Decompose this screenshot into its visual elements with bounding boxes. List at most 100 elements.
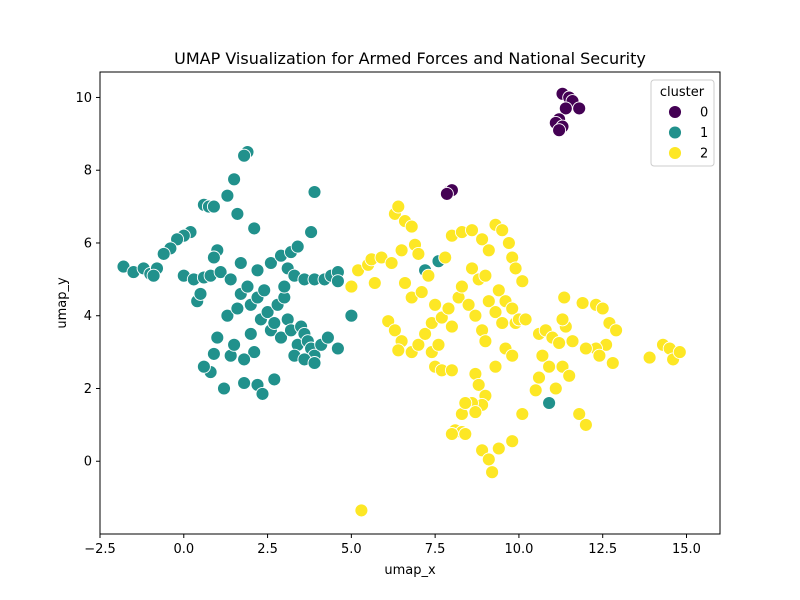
- data-point-cluster-2: [491, 441, 506, 456]
- data-point-cluster-2: [495, 223, 510, 238]
- data-point-cluster-1: [267, 316, 282, 330]
- legend: cluster 0 1 2: [650, 79, 715, 167]
- y-tick-label: 2: [84, 382, 92, 397]
- data-point-cluster-1: [260, 305, 275, 320]
- data-point-cluster-2: [411, 337, 426, 352]
- chart-title: UMAP Visualization for Armed Forces and …: [174, 49, 646, 68]
- data-point-cluster-2: [505, 348, 520, 363]
- data-point-cluster-1: [344, 308, 359, 323]
- data-point-cluster-2: [505, 434, 520, 449]
- data-point-cluster-2: [461, 297, 476, 312]
- data-point-cluster-1: [330, 274, 345, 289]
- data-point-cluster-1: [304, 225, 319, 240]
- data-point-cluster-1: [213, 265, 228, 280]
- data-point-cluster-2: [592, 348, 607, 363]
- data-point-cluster-1: [307, 185, 322, 199]
- data-point-cluster-1: [237, 148, 252, 163]
- data-point-cluster-1: [193, 286, 208, 301]
- data-point-cluster-2: [468, 308, 483, 323]
- data-point-cluster-2: [548, 381, 563, 396]
- data-point-cluster-2: [609, 323, 624, 338]
- data-point-cluster-0: [439, 186, 454, 201]
- data-point-cluster-1: [263, 256, 278, 270]
- data-point-cluster-1: [240, 279, 255, 294]
- data-point-cluster-2: [518, 312, 533, 327]
- legend-marker-cluster-2: [668, 146, 682, 160]
- data-point-cluster-1: [330, 341, 345, 356]
- legend-box: [650, 79, 715, 167]
- data-point-cluster-2: [458, 427, 473, 441]
- data-point-cluster-2: [468, 405, 483, 420]
- data-point-cluster-2: [418, 326, 433, 341]
- y-axis-label: umap_y: [55, 277, 70, 329]
- data-point-cluster-1: [243, 326, 258, 341]
- data-point-cluster-2: [444, 363, 459, 378]
- data-point-cluster-2: [515, 407, 530, 421]
- data-point-cluster-1: [227, 172, 242, 187]
- data-point-cluster-1: [237, 352, 252, 367]
- data-point-cluster-2: [444, 319, 459, 334]
- y-tick-label: 4: [84, 309, 92, 324]
- data-point-cluster-1: [230, 301, 245, 316]
- y-tick-label: 8: [84, 164, 92, 179]
- data-point-cluster-1: [277, 279, 292, 294]
- data-point-cluster-2: [354, 503, 369, 518]
- data-point-cluster-2: [542, 359, 557, 374]
- x-tick-label: 5.0: [341, 542, 362, 557]
- data-point-cluster-2: [481, 294, 496, 309]
- data-point-cluster-1: [146, 268, 161, 283]
- legend-label-cluster-0: 0: [700, 106, 708, 121]
- legend-marker-cluster-0: [668, 105, 682, 119]
- data-point-cluster-1: [223, 272, 238, 287]
- data-point-cluster-2: [431, 337, 446, 352]
- data-points: [116, 86, 687, 518]
- data-point-cluster-1: [210, 330, 225, 345]
- data-point-cluster-2: [505, 301, 520, 316]
- data-point-cluster-0: [552, 123, 567, 138]
- data-point-cluster-2: [465, 261, 479, 276]
- data-point-cluster-1: [257, 283, 272, 298]
- data-point-cluster-2: [532, 370, 546, 385]
- data-point-cluster-2: [605, 356, 620, 370]
- data-point-cluster-2: [515, 274, 530, 289]
- legend-label-cluster-1: 1: [700, 126, 708, 141]
- data-point-cluster-2: [475, 232, 490, 247]
- data-point-cluster-2: [535, 348, 550, 363]
- data-point-cluster-2: [575, 296, 590, 310]
- legend-title: cluster: [660, 85, 705, 100]
- x-tick-label: 7.5: [425, 542, 446, 557]
- data-point-cluster-1: [250, 263, 265, 278]
- data-point-cluster-1: [542, 396, 557, 410]
- data-point-cluster-2: [391, 343, 406, 358]
- data-point-cluster-2: [555, 312, 570, 327]
- data-point-cluster-2: [344, 279, 359, 294]
- data-point-cluster-2: [387, 323, 402, 338]
- x-tick-label: 2.5: [257, 542, 278, 557]
- data-point-cluster-2: [441, 301, 456, 316]
- data-point-cluster-1: [217, 381, 231, 396]
- data-point-cluster-2: [481, 243, 496, 258]
- data-point-cluster-2: [404, 219, 419, 234]
- data-point-cluster-2: [642, 350, 657, 365]
- data-point-cluster-2: [465, 223, 479, 238]
- data-point-cluster-2: [478, 268, 493, 283]
- data-point-cluster-2: [508, 261, 523, 276]
- data-point-cluster-2: [552, 336, 567, 350]
- data-point-cluster-2: [491, 283, 506, 298]
- data-point-cluster-2: [595, 301, 610, 316]
- data-point-cluster-1: [247, 345, 262, 360]
- x-tick-label: 12.5: [588, 542, 617, 557]
- data-point-cluster-1: [255, 386, 270, 401]
- data-point-cluster-2: [414, 285, 429, 300]
- data-point-cluster-1: [206, 346, 221, 361]
- x-axis-ticks: −2.5 0.0 2.5 5.0 7.5 10.0 12.5 15.0: [84, 534, 701, 557]
- x-axis-label: umap_x: [384, 563, 436, 578]
- data-point-cluster-1: [267, 372, 282, 387]
- legend-label-cluster-2: 2: [700, 147, 708, 162]
- x-tick-label: −2.5: [84, 542, 116, 557]
- y-tick-label: 6: [84, 236, 92, 251]
- y-axis-ticks: 0 2 4 6 8 10: [75, 91, 100, 470]
- data-point-cluster-1: [227, 337, 242, 352]
- data-point-cluster-2: [471, 377, 486, 392]
